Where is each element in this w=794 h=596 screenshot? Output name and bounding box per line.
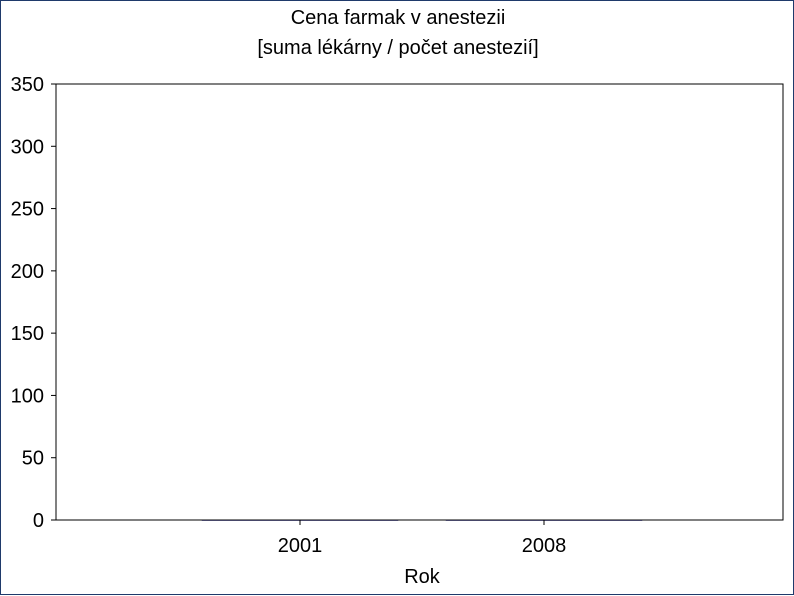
chart-title: Cena farmak v anestezii (290, 7, 506, 29)
y-tick-label: 200 (11, 261, 44, 283)
chart-subtitle: [suma lékárny / počet anestezií] (257, 37, 539, 59)
y-tick-label: 150 (11, 323, 44, 345)
y-tick-label: 300 (11, 136, 44, 158)
y-tick-label: 50 (22, 448, 44, 470)
x-tick-label: 2001 (278, 535, 323, 557)
x-axis-label: Rok (404, 566, 440, 588)
y-tick-label: 250 (11, 199, 44, 221)
plot-area (55, 83, 784, 521)
y-tick-label: 100 (11, 385, 44, 407)
y-tick-label: 350 (11, 74, 44, 96)
y-tick-label: 0 (33, 510, 44, 532)
x-tick-label: 2008 (522, 535, 567, 557)
